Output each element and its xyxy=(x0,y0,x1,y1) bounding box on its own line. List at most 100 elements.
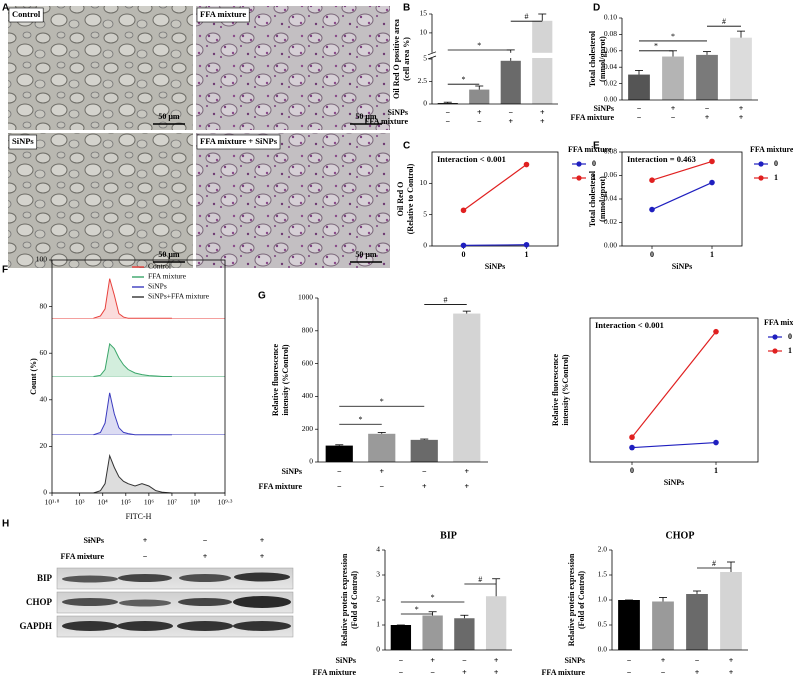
legend-swatch xyxy=(576,175,582,181)
legend-label: 0 xyxy=(774,159,778,168)
condition-name: FFA mixture xyxy=(365,117,409,126)
condition-sign: + xyxy=(379,467,384,476)
significance-mark: * xyxy=(380,397,384,406)
y-axis-label: (Relative to Control) xyxy=(406,163,415,234)
series-line xyxy=(631,441,717,449)
x-tick-label: 10⁵ xyxy=(121,498,132,507)
condition-sign: + xyxy=(494,656,499,665)
condition-sign: + xyxy=(540,117,545,126)
condition-sign: − xyxy=(462,656,467,665)
condition-sign: − xyxy=(203,536,208,545)
micrograph xyxy=(196,133,390,268)
bar xyxy=(390,625,412,650)
bar xyxy=(652,601,674,650)
y-tick-label: 2 xyxy=(376,595,380,604)
y-tick-label: 0.02 xyxy=(604,78,617,87)
significance-mark: # xyxy=(478,575,482,584)
histogram-line xyxy=(93,278,172,319)
y-axis-label: Relative fluorescence xyxy=(551,354,560,426)
condition-sign: + xyxy=(143,536,148,545)
x-tick-label: 10⁶ xyxy=(144,498,155,507)
significance-mark: * xyxy=(359,415,363,424)
condition-sign: − xyxy=(88,552,93,561)
bar xyxy=(422,615,443,650)
y-tick-label: 800 xyxy=(302,326,314,335)
condition-sign: + xyxy=(540,108,545,117)
bar xyxy=(696,54,718,100)
condition-sign: + xyxy=(430,656,435,665)
y-tick-label: 2.5 xyxy=(418,76,428,85)
y-tick-label: 10 xyxy=(420,28,428,37)
y-tick-label: 0.00 xyxy=(604,241,617,250)
x-tick-label: 1 xyxy=(525,250,529,259)
y-tick-label: 20 xyxy=(40,441,48,450)
x-tick-label: 1 xyxy=(710,250,714,259)
condition-sign: − xyxy=(422,467,427,476)
x-tick-label: 10⁹·³ xyxy=(218,498,234,507)
y-tick-label: 40 xyxy=(40,395,48,404)
condition-sign: − xyxy=(637,113,642,122)
y-tick-label: 200 xyxy=(302,424,314,433)
condition-sign: + xyxy=(739,113,744,122)
y-tick-label: 1.0 xyxy=(598,595,608,604)
histogram-fill xyxy=(93,392,172,435)
x-tick-label: 10⁸ xyxy=(190,498,201,507)
condition-sign: + xyxy=(260,552,265,561)
y-tick-label: 10 xyxy=(420,178,428,187)
legend-label: FFA mixture xyxy=(148,272,187,281)
condition-sign: − xyxy=(430,668,435,677)
panel-label: H xyxy=(2,519,9,530)
condition-sign: − xyxy=(337,467,342,476)
condition-name: SiNPs xyxy=(282,467,302,476)
y-tick-label: 0.04 xyxy=(604,194,617,203)
legend-label: SiNPs xyxy=(148,282,167,291)
condition-sign: + xyxy=(462,668,467,677)
series-line xyxy=(463,244,527,246)
legend-title: FFA mixture xyxy=(764,318,793,327)
y-axis-label: Total cholesterol xyxy=(588,170,597,227)
legend-swatch xyxy=(772,334,778,340)
condition-sign: − xyxy=(88,536,93,545)
x-tick-label: 1 xyxy=(714,466,718,475)
y-tick-label: 0 xyxy=(43,488,47,497)
y-tick-label: 0.10 xyxy=(604,13,617,22)
blot-strip xyxy=(56,615,294,638)
micrograph xyxy=(8,133,193,268)
bar xyxy=(628,74,650,100)
condition-sign: + xyxy=(739,104,744,113)
x-tick-label: 10⁷ xyxy=(167,498,178,507)
bar xyxy=(720,572,742,650)
series-line xyxy=(651,182,713,211)
condition-sign: − xyxy=(661,668,666,677)
y-axis-label: Relative protein expression xyxy=(340,553,349,646)
bar xyxy=(325,445,353,462)
panel-label: E xyxy=(593,141,600,152)
plot-frame xyxy=(51,259,226,494)
condition-sign: + xyxy=(508,117,513,126)
y-tick-label: 5 xyxy=(423,209,427,218)
condition-sign: + xyxy=(695,668,700,677)
x-tick-label: 0 xyxy=(650,250,654,259)
series-point xyxy=(649,206,655,213)
condition-name: FFA mixture xyxy=(61,552,105,561)
legend-title: FFA mixture xyxy=(568,145,612,154)
bar xyxy=(686,594,708,650)
significance-mark: # xyxy=(444,295,448,304)
condition-sign: − xyxy=(705,104,710,113)
y-tick-label: 0 xyxy=(423,241,427,250)
western-blot xyxy=(56,567,294,638)
condition-name: FFA mixture xyxy=(571,113,615,122)
bar xyxy=(454,618,475,650)
series-point xyxy=(713,328,719,335)
condition-sign: + xyxy=(729,668,734,677)
condition-sign: + xyxy=(203,552,208,561)
series-point xyxy=(649,177,655,183)
condition-sign: − xyxy=(695,656,700,665)
axis-break-mark xyxy=(427,55,437,60)
blot-row-label: CHOP xyxy=(26,597,53,607)
micrograph xyxy=(8,6,193,130)
legend-swatch xyxy=(758,175,764,181)
histogram-line xyxy=(93,453,172,494)
legend-label: 1 xyxy=(592,173,596,182)
